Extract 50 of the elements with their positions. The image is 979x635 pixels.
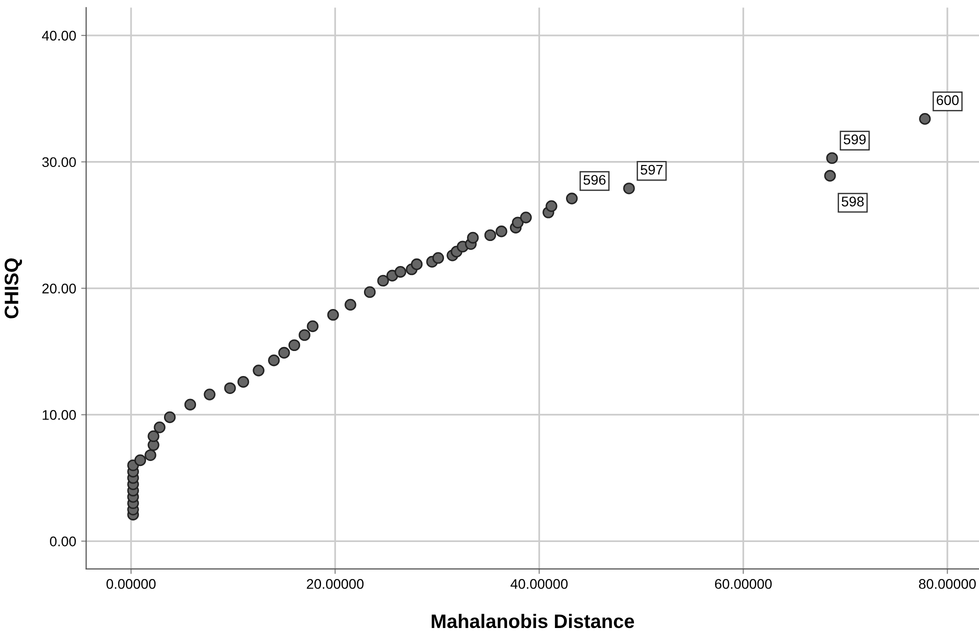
y-axis-title: CHISQ (4, 258, 22, 318)
point (484, 229, 496, 242)
annotation: 598 (842, 196, 864, 206)
x-tick-label: 40.00000 (510, 579, 568, 589)
annotation: 596 (584, 174, 606, 185)
point (154, 422, 166, 434)
point (252, 364, 264, 376)
point (824, 170, 836, 182)
point (919, 113, 931, 125)
y-tick-label: 0.00 (50, 536, 76, 546)
point (224, 382, 236, 394)
point (410, 258, 423, 270)
point (364, 286, 376, 298)
point (268, 354, 280, 366)
x-axis-title: Mahalanobis Distance (432, 614, 634, 628)
point (377, 274, 389, 287)
point (204, 388, 216, 400)
point (394, 266, 406, 278)
point (278, 346, 290, 359)
point (566, 192, 578, 204)
point (184, 398, 196, 410)
point (237, 376, 250, 388)
point (288, 339, 300, 352)
point (344, 298, 356, 311)
point (134, 454, 146, 466)
point (164, 411, 176, 424)
x-tick-label: 60.00000 (715, 579, 772, 589)
x-tick-label: 80.00000 (919, 579, 976, 589)
point (520, 212, 532, 224)
point (306, 320, 319, 332)
point (298, 329, 310, 341)
point (148, 430, 160, 442)
point (826, 152, 838, 164)
y-tick-label: 40.00 (42, 30, 76, 41)
annotation: 597 (640, 164, 663, 175)
annotation: 600 (936, 95, 959, 106)
y-tick-label: 20.00 (42, 284, 76, 294)
y-tick-label: 30.00 (42, 157, 76, 168)
x-tick-label: 20.00000 (306, 579, 364, 589)
point (512, 216, 524, 228)
annotation: 599 (844, 134, 866, 144)
point (546, 200, 558, 212)
y-tick-label: 10.00 (42, 410, 76, 420)
point (144, 449, 156, 462)
point (432, 252, 444, 264)
point (327, 308, 339, 321)
point (496, 226, 508, 238)
x-tick-label: 0.00000 (106, 579, 156, 589)
point (623, 182, 635, 194)
point (467, 232, 479, 244)
